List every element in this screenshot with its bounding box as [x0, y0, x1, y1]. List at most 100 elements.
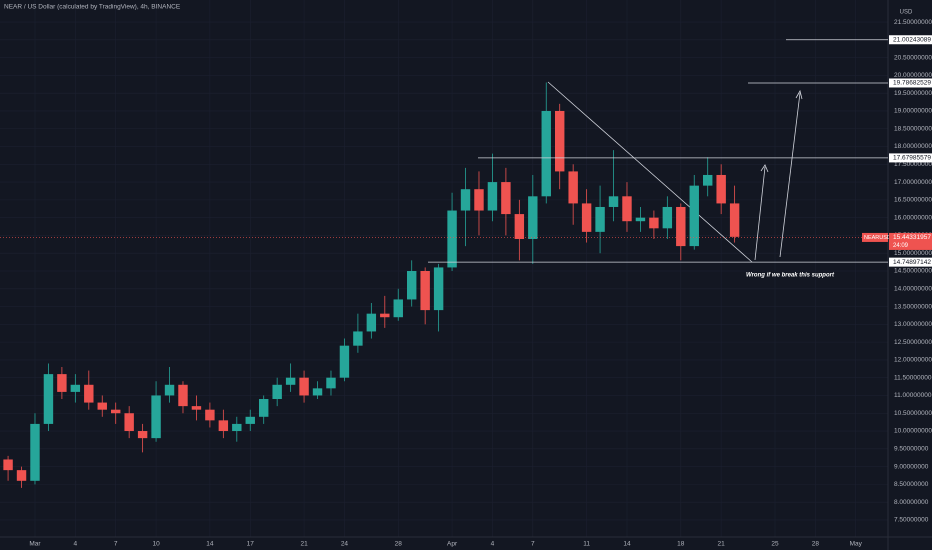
x-tick-label: 14	[206, 541, 214, 548]
candle-body	[595, 206, 605, 232]
x-tick-label: 25	[771, 541, 779, 548]
trend-line	[547, 81, 753, 263]
y-tick-label: 11.50000000	[894, 374, 932, 381]
chart-title: NEAR / US Dollar (calculated by TradingV…	[4, 4, 181, 11]
candle-body	[407, 270, 417, 300]
x-tick-label: 4	[491, 541, 495, 548]
candle-body	[689, 185, 699, 247]
symbol-tag	[862, 232, 888, 242]
price-tag	[889, 232, 932, 250]
candle-body	[447, 210, 457, 268]
level-tag	[889, 257, 932, 267]
level-label: 14.74897142	[893, 259, 931, 266]
level-tag	[889, 153, 932, 163]
candle-body	[245, 416, 255, 424]
candle-body	[70, 384, 81, 392]
candle-body	[608, 196, 619, 207]
x-tick-label: 17	[247, 541, 255, 548]
candle-body	[622, 196, 632, 222]
candle-body	[420, 270, 430, 311]
y-tick-label: 11.00000000	[894, 392, 932, 399]
candle-body	[272, 384, 282, 400]
candle-body	[97, 402, 107, 410]
candle-body	[541, 110, 551, 197]
candle-body	[259, 399, 269, 417]
y-tick-label: 20.00000000	[894, 72, 932, 79]
candle-body	[353, 331, 363, 346]
x-tick-label: Mar	[29, 541, 41, 548]
candle-body	[299, 377, 309, 396]
y-tick-label: 17.50000000	[894, 161, 932, 168]
x-tick-label: May	[850, 541, 863, 548]
y-tick-label: 9.50000000	[894, 446, 929, 453]
candle-body	[474, 189, 484, 211]
y-tick-label: 8.00000000	[894, 499, 929, 506]
currency-label: USD	[900, 10, 913, 16]
y-tick-label: 16.50000000	[894, 197, 932, 204]
x-tick-label: 14	[623, 541, 631, 548]
candle-body	[43, 374, 54, 424]
candle-body	[124, 413, 134, 432]
x-tick-label: 28	[812, 541, 820, 548]
y-tick-label: 19.00000000	[894, 108, 932, 115]
candle-body	[218, 420, 229, 432]
y-tick-label: 16.00000000	[894, 214, 932, 221]
candle-body	[662, 206, 673, 229]
y-tick-label: 13.00000000	[894, 321, 932, 328]
candle-body	[3, 459, 13, 471]
x-tick-label: 10	[152, 541, 160, 548]
candle-body	[137, 431, 148, 439]
candle-body	[84, 384, 94, 403]
candle-body	[191, 406, 202, 410]
candle-body	[339, 345, 350, 378]
level-tag	[889, 35, 932, 45]
y-tick-label: 19.50000000	[894, 90, 932, 97]
x-tick-label: 28	[395, 541, 403, 548]
y-tick-label: 7.50000000	[894, 517, 929, 524]
candle-body	[393, 299, 403, 318]
price-label: 15.44331957	[893, 234, 931, 241]
y-tick-label: 18.50000000	[894, 125, 932, 132]
level-label: 17.67985579	[893, 155, 931, 162]
x-tick-label: 7	[531, 541, 535, 548]
candle-body	[649, 217, 659, 229]
y-tick-label: 14.00000000	[894, 285, 932, 292]
candle-body	[111, 409, 121, 414]
annotation: Wrong if we break this support	[746, 273, 835, 279]
candle-body	[164, 384, 175, 396]
arrows	[754, 89, 803, 261]
candle-body	[380, 313, 390, 318]
candle-body	[528, 196, 538, 239]
x-tick-label: Apr	[447, 541, 458, 548]
candle-body	[716, 174, 726, 204]
candle-body	[729, 203, 740, 237]
candle-body	[326, 377, 336, 389]
candle-body	[460, 189, 471, 211]
candle-body	[514, 214, 525, 239]
candle-body	[635, 217, 646, 222]
x-tick-label: 7	[114, 541, 118, 548]
y-tick-label: 17.00000000	[894, 179, 932, 186]
candle-body	[433, 267, 444, 311]
candle-body	[568, 171, 578, 204]
x-tick-label: 24	[341, 541, 349, 548]
candle-body	[151, 395, 161, 439]
candle-body	[703, 174, 713, 186]
y-tick-label: 12.50000000	[894, 339, 932, 346]
candle-body	[30, 423, 40, 481]
y-tick-label: 15.00000000	[894, 250, 932, 257]
candle-body	[501, 182, 511, 215]
level-tag	[889, 78, 932, 88]
y-tick-label: 10.00000000	[894, 428, 932, 435]
y-tick-label: 10.50000000	[894, 410, 932, 417]
x-tick-label: 21	[300, 541, 308, 548]
candle-body	[57, 374, 67, 392]
x-tick-label: 4	[74, 541, 78, 548]
candle-body	[312, 388, 323, 396]
candle-body	[555, 110, 565, 172]
y-tick-label: 20.50000000	[894, 54, 932, 61]
y-tick-label: 18.00000000	[894, 143, 932, 150]
candle-body	[232, 423, 242, 432]
candle-body	[366, 313, 377, 332]
